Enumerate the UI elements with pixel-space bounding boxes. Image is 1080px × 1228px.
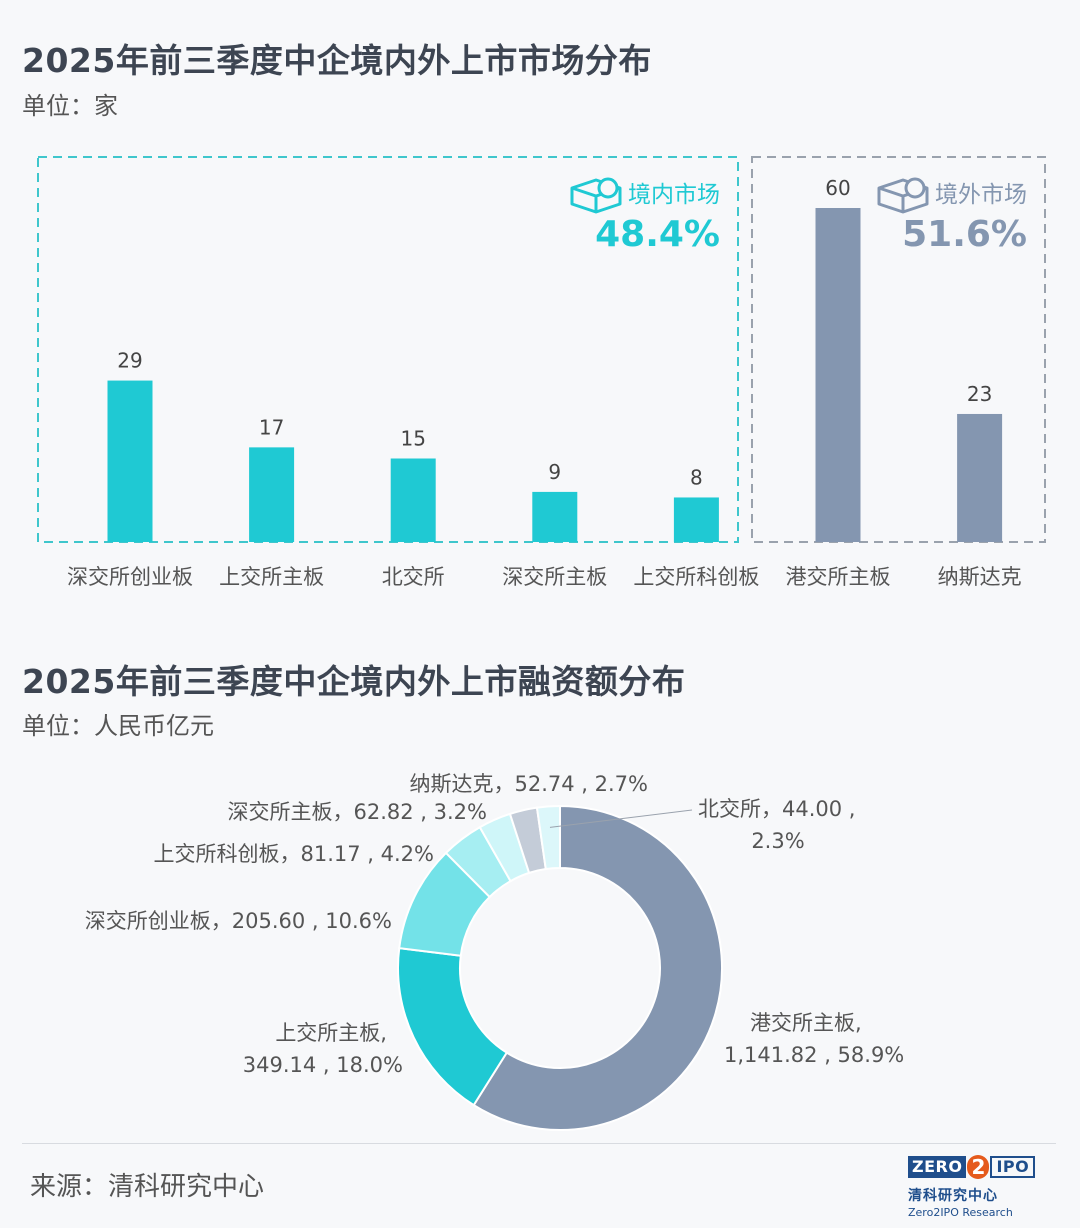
bar-6 [815, 208, 861, 542]
x-tick-label: 深交所创业板 [67, 565, 193, 589]
source-note: 来源：清科研究中心 [30, 1172, 265, 1202]
group-box-overseas [751, 156, 1046, 543]
slice-label: 349.14 , 18.0% [243, 1053, 403, 1077]
donut-slice-7 [535, 804, 561, 871]
bar-value-label: 29 [117, 349, 142, 373]
x-tick-label: 上交所科创板 [633, 565, 759, 589]
logo-english-name: Zero2IPO Research [908, 1206, 1013, 1219]
slice-label: 1,141.82 , 58.9% [724, 1043, 904, 1067]
bar-4 [532, 491, 578, 542]
donut-slice-1 [472, 804, 723, 1131]
group-share-0: 48.4% [595, 214, 720, 255]
pie-chart-unit: 单位：人民币亿元 [22, 712, 214, 740]
logo-two: 2 [967, 1155, 990, 1179]
bar-value-label: 9 [548, 460, 561, 484]
x-tick-label: 港交所主板 [786, 565, 891, 589]
leader-line [549, 809, 693, 828]
zero2ipo-logo: ZERO 2 IPO 清科研究中心 Zero2IPO Research [908, 1154, 1038, 1219]
slice-label: 2.3% [751, 829, 804, 853]
slice-label: 上交所主板, [275, 1021, 387, 1045]
slice-label: 深交所创业板，205.60 , 10.6% [85, 909, 392, 933]
slice-label: 港交所主板, [750, 1011, 862, 1035]
donut-chart: 港交所主板, 1,141.82 , 58.9% 上交所主板, 349.14 , 18.… [85, 772, 904, 1131]
slice-label: 上交所科创板，81.17 , 4.2% [154, 842, 435, 866]
group-label-0: 境内市场 [628, 182, 720, 208]
bar-value-label: 60 [825, 176, 850, 200]
bar-value-label: 17 [259, 415, 284, 439]
bar-value-label: 8 [690, 465, 703, 489]
x-tick-label: 纳斯达克 [938, 565, 1022, 589]
bar-chart: 境内市场 48.4% 境外市场 51.6% 29 深交所创业板 17 上交所主板 15 北交所 9 深… [37, 156, 1046, 589]
footer-divider [22, 1143, 1056, 1144]
group-box-domestic [37, 156, 739, 543]
slice-label: 北交所，44.00 , [698, 797, 855, 821]
overseas-coins-icon [877, 177, 929, 214]
slice-label: 纳斯达克，52.74 , 2.7% [410, 772, 649, 796]
slice-label: 深交所主板，62.82 , 3.2% [228, 800, 488, 824]
x-tick-label: 北交所 [382, 565, 445, 589]
logo-chinese-name: 清科研究中心 [908, 1188, 998, 1204]
bar-1 [107, 380, 153, 542]
logo-zero: ZERO [908, 1156, 967, 1178]
x-tick-label: 上交所主板 [219, 565, 324, 589]
bar-5 [673, 497, 719, 542]
pie-chart-title: 2025年前三季度中企境内外上市融资额分布 [22, 662, 686, 701]
x-tick-label: 深交所主板 [502, 565, 607, 589]
logo-ipo: IPO [990, 1156, 1036, 1178]
bar-2 [249, 447, 295, 542]
group-label-1: 境外市场 [935, 182, 1027, 208]
bar-chart-unit: 单位：家 [22, 92, 118, 120]
bar-value-label: 15 [400, 427, 425, 451]
bar-chart-title: 2025年前三季度中企境内外上市市场分布 [22, 41, 652, 80]
domestic-coins-icon [570, 177, 622, 214]
bar-3 [390, 458, 436, 542]
bar-value-label: 23 [967, 382, 992, 406]
bar-7 [957, 413, 1003, 542]
group-share-1: 51.6% [902, 214, 1027, 255]
